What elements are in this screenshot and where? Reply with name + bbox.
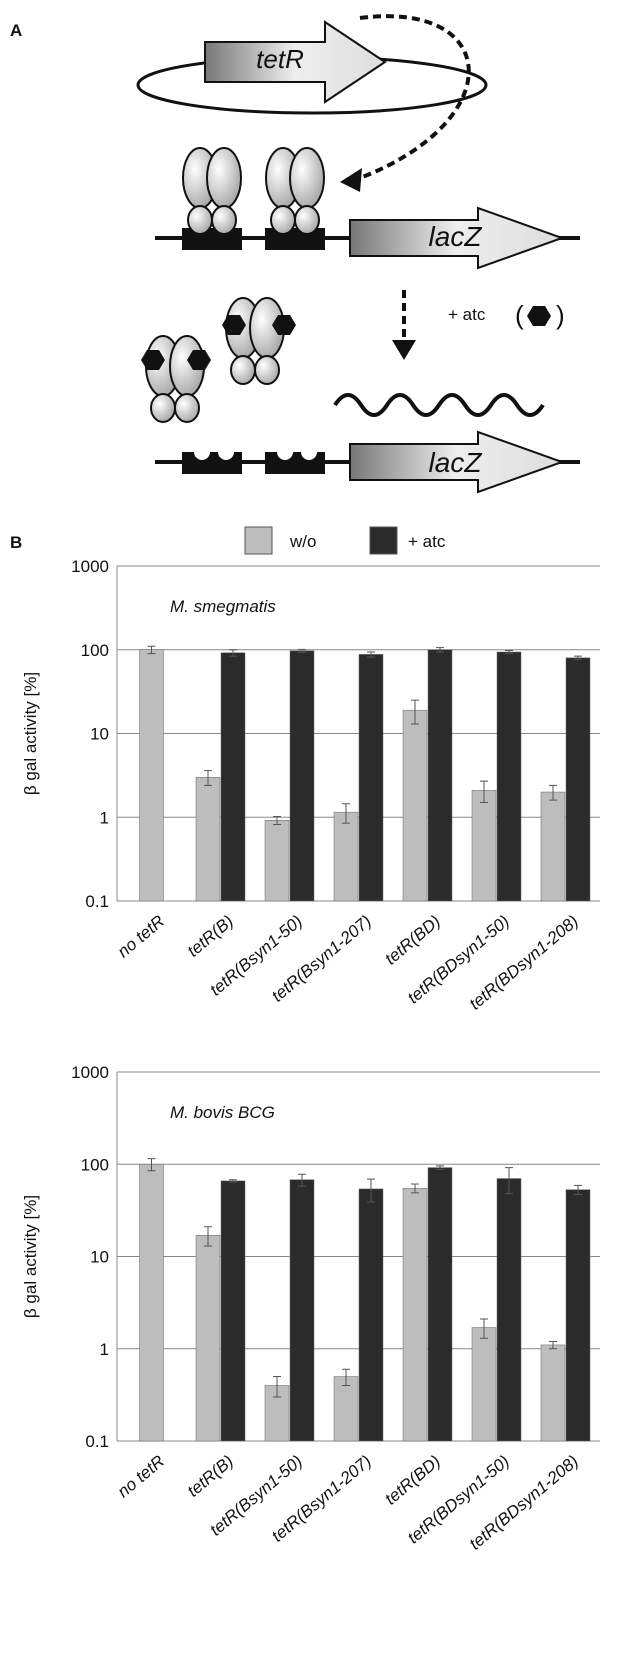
y-tick-label: 0.1 (85, 1432, 109, 1451)
x-tick-label: tetR(BD) (381, 912, 444, 969)
x-tick-label: tetR(B) (184, 1452, 237, 1501)
gene-label: tetR (256, 44, 304, 74)
x-tick-label: no tetR (114, 1452, 168, 1502)
bar (496, 651, 522, 902)
panel-label: B (10, 533, 22, 552)
error-bar (574, 1184, 582, 1195)
bar (264, 820, 290, 902)
error-bar (411, 699, 419, 725)
legend-swatch (244, 526, 273, 555)
error-bar (273, 816, 281, 825)
error-bar (480, 1318, 488, 1339)
error-bar (298, 648, 306, 653)
y-tick-label: 10 (90, 725, 109, 744)
error-bar (342, 1368, 350, 1386)
error-bar (505, 1167, 513, 1195)
error-bar (505, 649, 513, 655)
y-tick-label: 1 (100, 808, 109, 827)
error-bar (549, 1340, 557, 1350)
bar (333, 811, 359, 902)
x-tick-label: tetR(B) (184, 912, 237, 961)
error-bar (229, 1179, 237, 1183)
error-bar (436, 1165, 444, 1170)
error-bar (204, 770, 212, 786)
error-bar (229, 649, 237, 657)
error-bar (480, 780, 488, 804)
error-bar (298, 1173, 306, 1187)
y-tick-label: 1000 (71, 557, 109, 576)
bar (565, 1189, 591, 1442)
error-bar (204, 1226, 212, 1247)
error-bar (411, 1183, 419, 1194)
bar (195, 1234, 221, 1442)
bar (139, 649, 164, 902)
bar (333, 1376, 359, 1442)
x-tick-label: tetR(BD) (381, 1452, 444, 1509)
y-tick-label: 0.1 (85, 892, 109, 911)
chart-title: M. bovis BCG (170, 1103, 275, 1122)
bar (427, 1167, 453, 1442)
error-bar (273, 1376, 281, 1398)
bar (289, 650, 315, 902)
y-axis-label: β gal activity [%] (21, 672, 40, 795)
gene-label: lacZ (429, 221, 483, 252)
error-bar (436, 647, 444, 653)
bar (471, 790, 497, 902)
legend-label: w/o (289, 532, 316, 551)
y-tick-label: 100 (81, 641, 109, 660)
bar (471, 1327, 497, 1442)
bar (358, 654, 384, 902)
bar (195, 777, 221, 902)
bar (139, 1164, 164, 1442)
error-bar (342, 803, 350, 824)
y-axis-label: β gal activity [%] (21, 1195, 40, 1318)
bar (540, 1344, 566, 1442)
error-bar (367, 651, 375, 658)
bar (220, 1180, 246, 1442)
bar (358, 1188, 384, 1442)
paren: ( (515, 300, 524, 330)
bar (427, 649, 453, 902)
legend-swatch (369, 526, 398, 555)
y-tick-label: 1000 (71, 1063, 109, 1082)
error-bar (549, 784, 557, 801)
bar (540, 791, 566, 902)
inducer-label: + atc (448, 305, 486, 324)
y-tick-label: 10 (90, 1248, 109, 1267)
bar (496, 1178, 522, 1442)
legend-label: + atc (408, 532, 446, 551)
y-tick-label: 100 (81, 1155, 109, 1174)
diagram: tetR lacZ + atc () lacZ (136, 14, 580, 494)
bar (402, 709, 428, 902)
error-bar (367, 1178, 375, 1203)
x-tick-label: no tetR (114, 912, 168, 962)
panel-label: A (10, 21, 22, 40)
error-bar (147, 645, 156, 655)
gene-label: lacZ (429, 447, 483, 478)
bar (220, 652, 246, 902)
error-bar (147, 1158, 156, 1172)
chart-title: M. smegmatis (170, 597, 276, 616)
bar (289, 1179, 315, 1442)
bar (565, 657, 591, 902)
paren: ) (556, 300, 565, 330)
y-tick-label: 1 (100, 1340, 109, 1359)
bar (402, 1187, 428, 1442)
error-bar (574, 655, 582, 661)
